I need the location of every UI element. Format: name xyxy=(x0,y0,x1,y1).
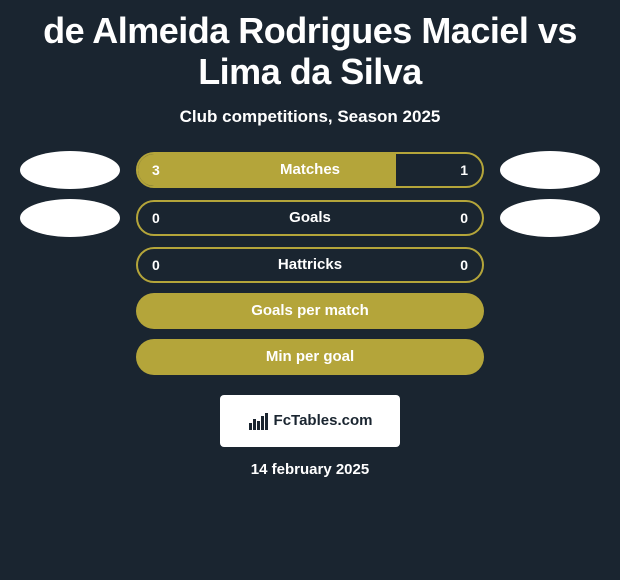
player-left-shirt xyxy=(20,199,120,237)
stat-row: 0 Hattricks 0 xyxy=(0,247,620,283)
stat-value-right: 0 xyxy=(460,202,468,234)
page-title: de Almeida Rodrigues Maciel vs Lima da S… xyxy=(0,0,620,99)
page-subtitle: Club competitions, Season 2025 xyxy=(0,107,620,127)
stat-bar-goals-per-match: Goals per match xyxy=(136,293,484,329)
stat-value-right: 0 xyxy=(460,249,468,281)
stat-label: Min per goal xyxy=(136,339,484,375)
stat-bar-min-per-goal: Min per goal xyxy=(136,339,484,375)
brand-logo: FcTables.com xyxy=(220,395,400,447)
stat-value-right: 1 xyxy=(460,154,468,186)
stat-row: 3 Matches 1 xyxy=(0,151,620,189)
stats-container: 3 Matches 1 0 Goals 0 0 Hattricks 0 xyxy=(0,151,620,375)
stat-label: Hattricks xyxy=(138,249,482,281)
stat-label: Matches xyxy=(138,154,482,186)
stat-bar-matches: 3 Matches 1 xyxy=(136,152,484,188)
brand-logo-text: FcTables.com xyxy=(274,412,373,429)
date-label: 14 february 2025 xyxy=(0,461,620,478)
bar-chart-icon xyxy=(248,411,268,431)
stat-bar-hattricks: 0 Hattricks 0 xyxy=(136,247,484,283)
stat-label: Goals per match xyxy=(136,293,484,329)
stat-row: Min per goal xyxy=(0,339,620,375)
player-right-shirt xyxy=(500,199,600,237)
stat-row: Goals per match xyxy=(0,293,620,329)
stat-row: 0 Goals 0 xyxy=(0,199,620,237)
stat-bar-goals: 0 Goals 0 xyxy=(136,200,484,236)
player-left-shirt xyxy=(20,151,120,189)
player-right-shirt xyxy=(500,151,600,189)
stat-label: Goals xyxy=(138,202,482,234)
